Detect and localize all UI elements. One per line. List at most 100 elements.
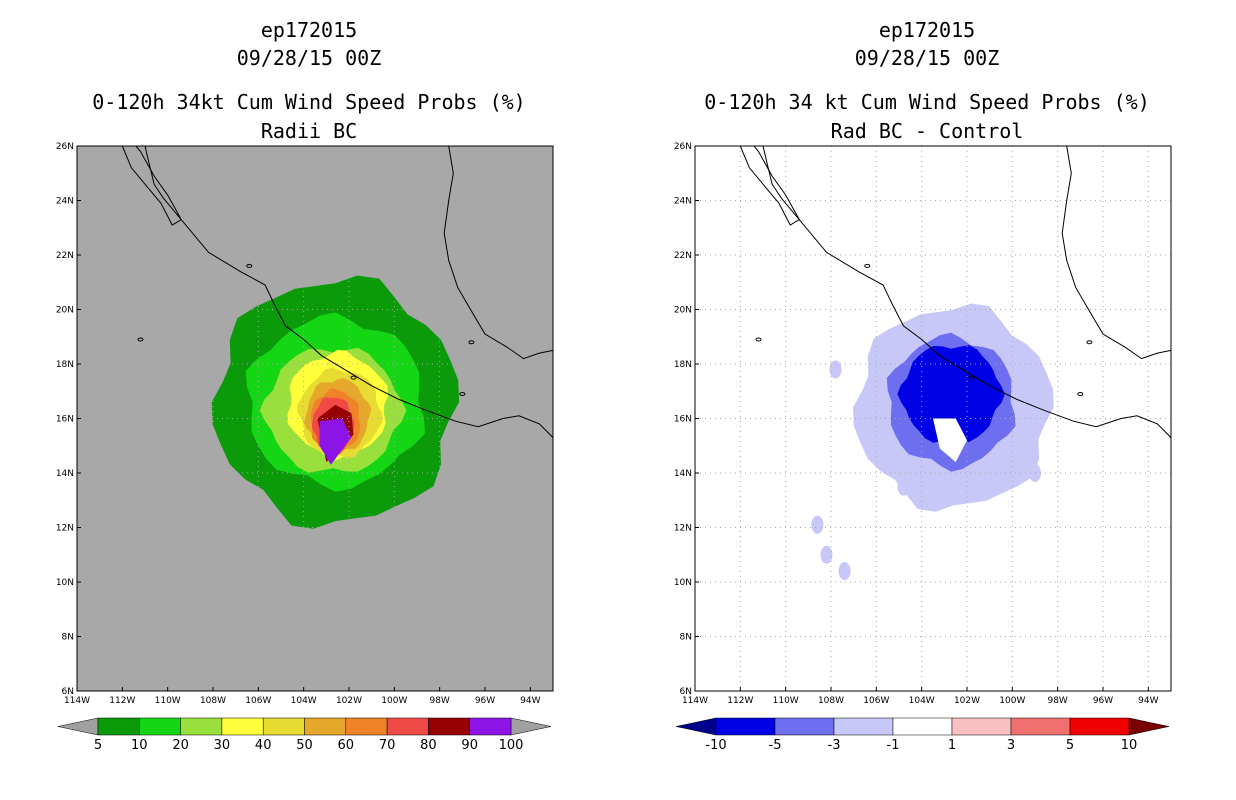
chart-title-storm: ep172015 bbox=[878, 18, 976, 42]
colorbar-label: 10 bbox=[131, 738, 148, 753]
contour-core-0 bbox=[933, 418, 967, 463]
colorbar-label: 80 bbox=[420, 738, 437, 753]
lon-tick-label: 112W bbox=[109, 696, 135, 706]
lon-tick-label: 108W bbox=[818, 696, 844, 706]
map-plot: 114W 112W 110W 108W 106W 104W 102W 100W 98W 96W 94… bbox=[56, 142, 554, 753]
contour-speck bbox=[838, 562, 851, 581]
lon-tick-label: 98W bbox=[1047, 696, 1067, 706]
coastline bbox=[739, 145, 800, 226]
colorbar-label: 40 bbox=[255, 738, 272, 753]
contour-speck bbox=[811, 515, 824, 534]
colorbar-label: -1 bbox=[887, 738, 900, 753]
island bbox=[968, 375, 975, 380]
map-plot: 114W 112W 110W 108W 106W 104W 102W 100W 98W 96W 94… bbox=[674, 142, 1172, 753]
right-chart-panel: ep172015 09/28/15 00Z 0-120h 34 kt Cum W… bbox=[618, 0, 1236, 800]
colorbar-swatch bbox=[1069, 717, 1130, 736]
island bbox=[1077, 391, 1084, 396]
chart-subtitle: Rad BC - Control bbox=[830, 119, 1024, 143]
colorbar-swatch bbox=[428, 717, 470, 736]
colorbar-label: -3 bbox=[828, 738, 841, 753]
left-chart-panel: ep172015 09/28/15 00Z 0-120h 34kt Cum Wi… bbox=[56, 18, 554, 753]
colorbar-swatch bbox=[951, 717, 1012, 736]
colorbar-swatch bbox=[774, 717, 835, 736]
lat-tick-label: 14N bbox=[674, 469, 692, 479]
lon-tick-label: 110W bbox=[773, 696, 799, 706]
lon-tick-label: 104W bbox=[909, 696, 935, 706]
lat-tick-label: 12N bbox=[674, 524, 692, 534]
colorbar-label: 50 bbox=[296, 738, 313, 753]
colorbar-swatch bbox=[304, 717, 347, 736]
lon-tick-label: 108W bbox=[200, 696, 226, 706]
colorbar-label: 100 bbox=[499, 738, 524, 753]
colorbar-label: 70 bbox=[379, 738, 396, 753]
coastline bbox=[762, 145, 1172, 438]
island bbox=[755, 337, 762, 342]
colorbar-label: 90 bbox=[461, 738, 478, 753]
lon-tick-label: 114W bbox=[682, 696, 708, 706]
colorbar-swatch bbox=[97, 717, 140, 736]
lat-tick-label: 8N bbox=[62, 633, 74, 643]
chart-title-date: 09/28/15 00Z bbox=[854, 46, 1000, 70]
lat-tick-label: 18N bbox=[674, 360, 692, 370]
island bbox=[864, 263, 871, 268]
lon-tick-label: 114W bbox=[64, 696, 90, 706]
colorbar-label: 1 bbox=[948, 738, 956, 753]
coastline bbox=[443, 145, 554, 360]
colorbar-label: -5 bbox=[769, 738, 782, 753]
chart-title-main: 0-120h 34 kt Cum Wind Speed Probs (%) bbox=[704, 90, 1150, 114]
colorbar-label: 10 bbox=[1121, 738, 1138, 753]
lon-tick-label: 112W bbox=[727, 696, 753, 706]
lat-tick-label: 10N bbox=[674, 578, 692, 588]
coastline bbox=[1061, 145, 1172, 360]
contour-speck bbox=[820, 545, 833, 564]
contour-core-100 bbox=[319, 418, 352, 465]
lon-tick-label: 94W bbox=[520, 696, 540, 706]
lat-tick-label: 26N bbox=[674, 142, 692, 152]
lon-tick-label: 110W bbox=[155, 696, 181, 706]
colorbar-extend-low bbox=[675, 717, 717, 736]
lat-tick-label: 6N bbox=[680, 687, 692, 697]
lon-tick-label: 100W bbox=[999, 696, 1025, 706]
coastline bbox=[144, 145, 554, 438]
lat-tick-label: 18N bbox=[56, 360, 74, 370]
lon-tick-label: 106W bbox=[863, 696, 889, 706]
contour-fill-neg5 bbox=[897, 345, 1005, 443]
colorbar-swatch bbox=[833, 717, 894, 736]
lat-tick-label: 10N bbox=[56, 578, 74, 588]
lon-tick-label: 104W bbox=[291, 696, 317, 706]
colorbar-label: 60 bbox=[338, 738, 355, 753]
contour-speck bbox=[829, 360, 842, 379]
colorbar-label: 3 bbox=[1007, 738, 1015, 753]
chart-title-main: 0-120h 34kt Cum Wind Speed Probs (%) bbox=[92, 90, 526, 114]
colorbar-swatch bbox=[345, 717, 388, 736]
colorbar-label: 5 bbox=[94, 738, 102, 753]
lon-tick-label: 94W bbox=[1138, 696, 1158, 706]
colorbar-label: 5 bbox=[1066, 738, 1074, 753]
colorbar-swatch bbox=[386, 717, 429, 736]
lat-tick-label: 24N bbox=[674, 197, 692, 207]
colorbar-label: -10 bbox=[705, 738, 726, 753]
contour-speck bbox=[897, 477, 910, 496]
colorbar-swatch bbox=[262, 717, 305, 736]
lon-tick-label: 98W bbox=[429, 696, 449, 706]
lat-tick-label: 6N bbox=[62, 687, 74, 697]
lat-tick-label: 14N bbox=[56, 469, 74, 479]
lat-tick-label: 16N bbox=[674, 415, 692, 425]
chart-subtitle: Radii BC bbox=[260, 119, 358, 143]
island bbox=[459, 391, 466, 396]
chart-title-date: 09/28/15 00Z bbox=[236, 46, 382, 70]
colorbar-swatch bbox=[715, 717, 776, 736]
lat-tick-label: 20N bbox=[674, 306, 692, 316]
lon-tick-label: 102W bbox=[336, 696, 362, 706]
colorbar-swatch bbox=[221, 717, 264, 736]
lon-tick-label: 96W bbox=[475, 696, 495, 706]
lon-tick-label: 100W bbox=[381, 696, 407, 706]
lat-tick-label: 24N bbox=[56, 197, 74, 207]
colorbar-swatch bbox=[892, 717, 953, 736]
lat-tick-label: 12N bbox=[56, 524, 74, 534]
lat-tick-label: 22N bbox=[674, 251, 692, 261]
colorbar-swatch bbox=[180, 717, 223, 736]
colorbar-label: 30 bbox=[214, 738, 231, 753]
chart-title-storm: ep172015 bbox=[260, 18, 358, 42]
colorbar-extend-high bbox=[510, 717, 552, 736]
